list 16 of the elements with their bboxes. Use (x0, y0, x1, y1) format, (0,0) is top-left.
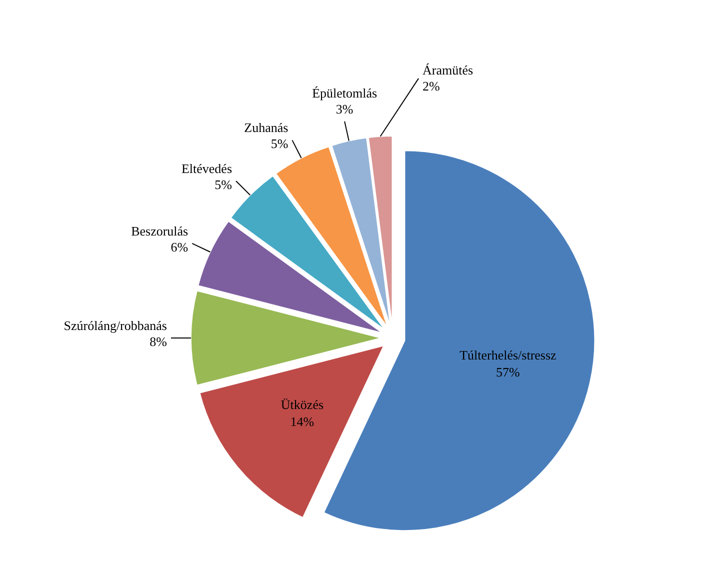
data-label: 2% (422, 78, 440, 94)
slice-label: Túlterhelés/stressz (460, 348, 557, 363)
slice-label: Áramütés (422, 62, 474, 78)
slice-label: Szúróláng/robbanás (64, 318, 167, 333)
data-label: 8% (150, 334, 168, 349)
slice-label: Zuhanás (244, 120, 288, 136)
slice-label: Épületomlás (312, 85, 378, 100)
slice-label: Beszorulás (131, 223, 188, 238)
slice-label: Eltévedés (181, 161, 232, 176)
data-label: 5% (270, 136, 288, 152)
data-label: 14% (290, 414, 314, 430)
data-label: 57% (496, 364, 520, 380)
data-label: 6% (170, 239, 188, 254)
slice-label: Ütközés (280, 397, 324, 412)
data-label: 3% (336, 101, 354, 116)
data-label: 5% (214, 177, 232, 192)
